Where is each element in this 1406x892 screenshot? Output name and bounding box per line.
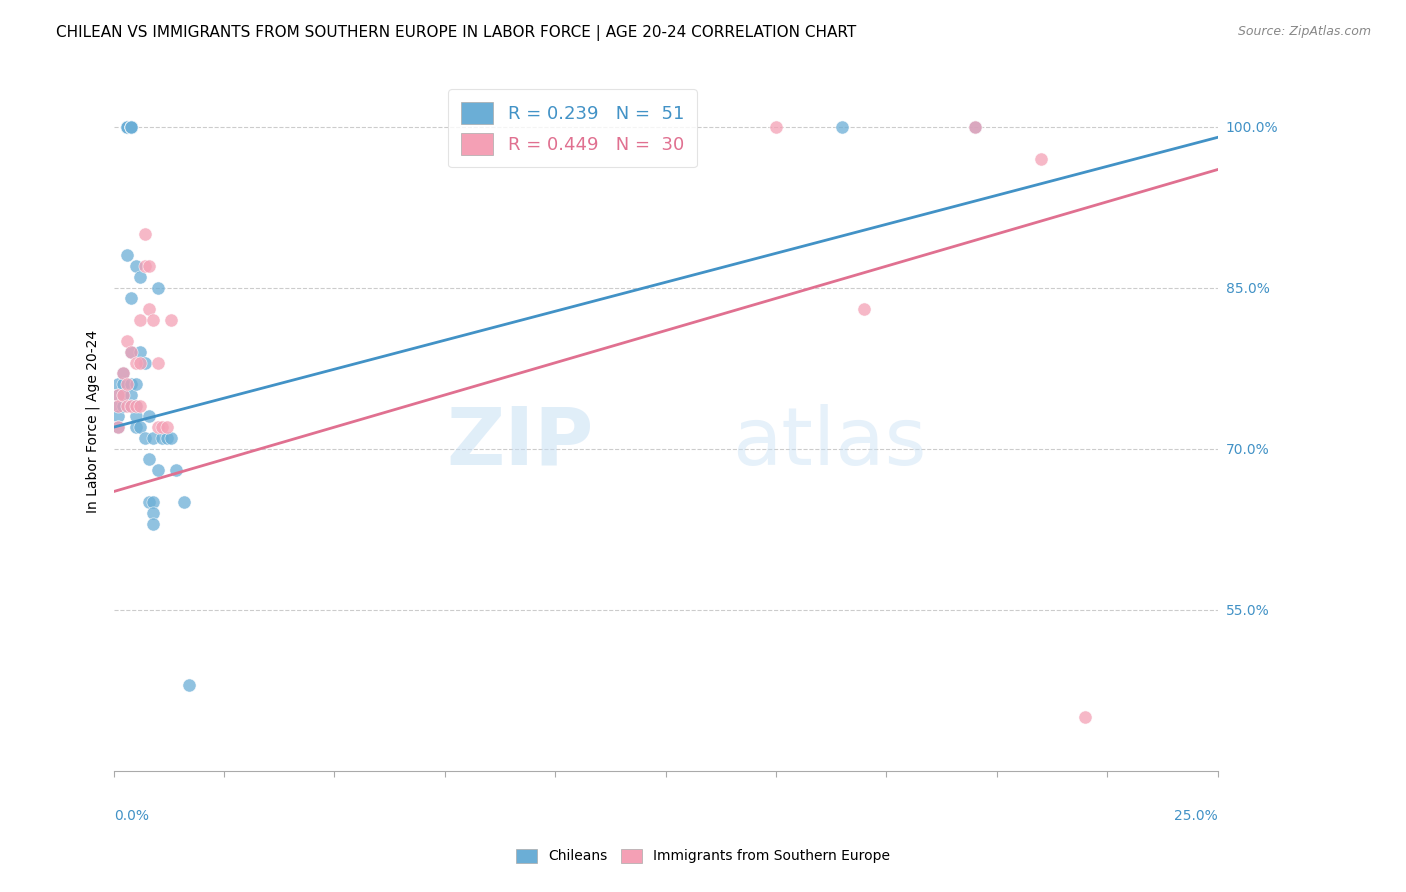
Point <box>115 334 138 349</box>
Text: ZIP: ZIP <box>447 404 593 482</box>
Point <box>138 259 160 273</box>
Point <box>150 420 173 434</box>
Point <box>111 367 134 381</box>
Point <box>115 377 138 392</box>
Point <box>146 420 169 434</box>
Point <box>134 227 156 241</box>
Text: atlas: atlas <box>733 404 927 482</box>
Point <box>156 420 179 434</box>
Point <box>107 399 129 413</box>
Legend: R = 0.239   N =  51, R = 0.449   N =  30: R = 0.239 N = 51, R = 0.449 N = 30 <box>449 89 697 168</box>
Point <box>1029 152 1052 166</box>
Legend: Chileans, Immigrants from Southern Europe: Chileans, Immigrants from Southern Europ… <box>510 843 896 869</box>
Point <box>125 399 148 413</box>
Text: 25.0%: 25.0% <box>1174 809 1218 823</box>
Point <box>125 259 148 273</box>
Point <box>142 506 165 520</box>
Point <box>177 678 200 692</box>
Point <box>853 302 876 317</box>
Point <box>1074 710 1097 724</box>
Point <box>129 313 152 327</box>
Point <box>125 356 148 370</box>
Point <box>146 463 169 477</box>
Point <box>156 431 179 445</box>
Point <box>120 345 142 359</box>
Point <box>125 420 148 434</box>
Point <box>165 463 187 477</box>
Point <box>160 431 183 445</box>
Point <box>129 269 152 284</box>
Point <box>125 377 148 392</box>
Point <box>125 409 148 424</box>
Point <box>120 399 142 413</box>
Point <box>142 495 165 509</box>
Point <box>120 120 142 134</box>
Point <box>111 377 134 392</box>
Point <box>107 388 129 402</box>
Point <box>146 356 169 370</box>
Point <box>142 431 165 445</box>
Point <box>107 409 129 424</box>
Point <box>111 367 134 381</box>
Point <box>111 388 134 402</box>
Point <box>120 120 142 134</box>
Point <box>120 399 142 413</box>
Point <box>963 120 986 134</box>
Point <box>831 120 853 134</box>
Point <box>120 377 142 392</box>
Text: CHILEAN VS IMMIGRANTS FROM SOUTHERN EUROPE IN LABOR FORCE | AGE 20-24 CORRELATIO: CHILEAN VS IMMIGRANTS FROM SOUTHERN EURO… <box>56 25 856 41</box>
Point <box>115 120 138 134</box>
Point <box>120 388 142 402</box>
Point <box>142 516 165 531</box>
Y-axis label: In Labor Force | Age 20-24: In Labor Force | Age 20-24 <box>86 330 100 514</box>
Point <box>107 388 129 402</box>
Point <box>134 431 156 445</box>
Point <box>115 120 138 134</box>
Point <box>115 248 138 262</box>
Point <box>107 377 129 392</box>
Point <box>107 399 129 413</box>
Point <box>963 120 986 134</box>
Point <box>120 120 142 134</box>
Text: 0.0%: 0.0% <box>114 809 149 823</box>
Point <box>115 120 138 134</box>
Point <box>146 280 169 294</box>
Point <box>134 259 156 273</box>
Point <box>150 431 173 445</box>
Point <box>120 291 142 305</box>
Point <box>138 452 160 467</box>
Point <box>125 399 148 413</box>
Point <box>120 345 142 359</box>
Point <box>142 313 165 327</box>
Point <box>111 399 134 413</box>
Point <box>765 120 787 134</box>
Point <box>111 388 134 402</box>
Point <box>138 495 160 509</box>
Text: Source: ZipAtlas.com: Source: ZipAtlas.com <box>1237 25 1371 38</box>
Point <box>129 345 152 359</box>
Point <box>107 420 129 434</box>
Point <box>129 399 152 413</box>
Point <box>129 356 152 370</box>
Point <box>120 120 142 134</box>
Point <box>120 120 142 134</box>
Point <box>115 120 138 134</box>
Point <box>138 409 160 424</box>
Point <box>173 495 195 509</box>
Point <box>115 399 138 413</box>
Point <box>134 356 156 370</box>
Point <box>129 420 152 434</box>
Point <box>107 420 129 434</box>
Point <box>138 302 160 317</box>
Point <box>160 313 183 327</box>
